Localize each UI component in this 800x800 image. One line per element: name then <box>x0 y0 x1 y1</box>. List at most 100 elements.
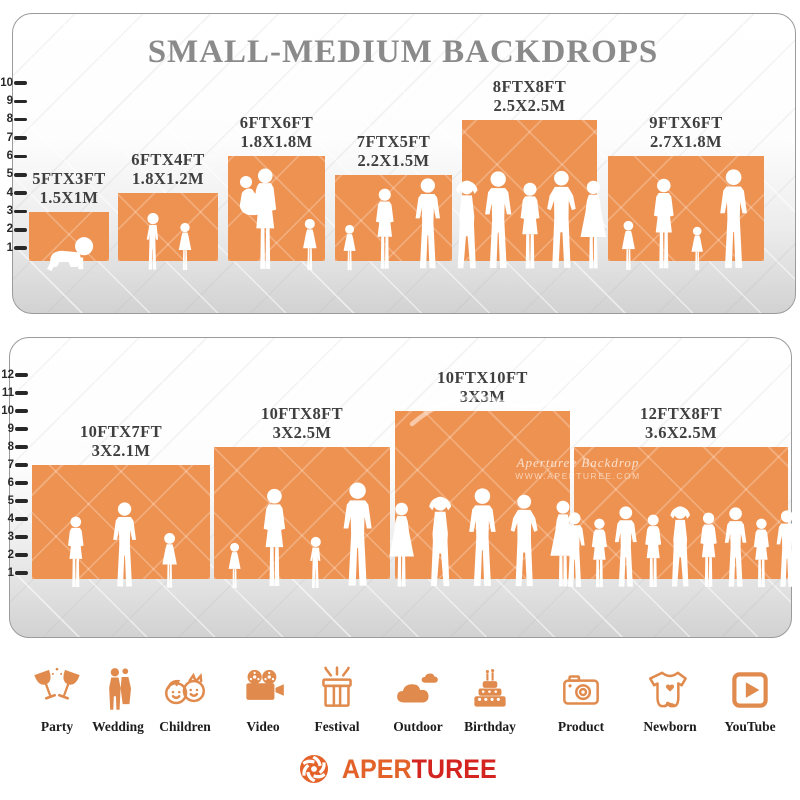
backdrop-size-label: 6FTX6FT 1.8X1.8M <box>187 113 367 151</box>
person-silhouette-man <box>713 169 754 272</box>
ruler-number: 3 <box>7 530 14 543</box>
watermark-url-text: WWW.APERTUREE.COM <box>515 471 641 481</box>
person-silhouette-man <box>462 488 503 590</box>
brand-name: APERTUREE <box>342 754 497 785</box>
person-silhouette-baby <box>42 234 96 272</box>
ruler-tick <box>14 81 27 85</box>
ruler-tick <box>14 154 27 159</box>
ruler-tick <box>14 191 27 195</box>
children-icon <box>160 664 210 716</box>
backdrop-size-label: 9FTX6FT 2.7X1.8M <box>596 113 776 151</box>
backdrop-bar <box>118 193 218 261</box>
backdrop-size-ft: 10FTX10FT <box>437 368 528 387</box>
person-silhouette-boy <box>305 536 327 590</box>
silhouette-group <box>21 234 117 272</box>
ruler-number: 5 <box>6 168 13 181</box>
backdrop-bar <box>395 411 570 579</box>
category-item-birthday: Birthday <box>451 664 529 735</box>
ruler-number: 9 <box>6 94 13 107</box>
ruler-number: 6 <box>6 149 13 162</box>
ruler-number: 10 <box>0 76 13 89</box>
backdrop-size-m: 1.8X1.8M <box>240 132 313 151</box>
person-silhouette-man <box>771 510 800 590</box>
person-silhouette-woman <box>645 178 683 272</box>
category-item-youtube: YouTube <box>711 664 789 735</box>
person-silhouette-woman-dress <box>384 502 419 590</box>
backdrop-size-ft: 5FTX3FT <box>32 169 106 188</box>
category-label: Product <box>557 719 605 734</box>
person-silhouette-woman <box>368 188 402 272</box>
backdrop-size-m: 3.6X2.5M <box>645 423 717 442</box>
person-silhouette-girl <box>158 532 181 590</box>
ruler-tick <box>14 99 27 104</box>
youtube-icon <box>725 664 775 716</box>
silhouette-group <box>327 178 460 272</box>
person-silhouette-man-arms-up <box>421 494 459 590</box>
category-item-party: Party <box>18 664 96 735</box>
ruler-number: 2 <box>7 548 14 561</box>
ruler-tick <box>15 535 28 539</box>
person-silhouette-girl <box>175 222 195 272</box>
backdrop-size-label: 7FTX5FT 2.2X1.5M <box>304 132 484 170</box>
ruler-number: 7 <box>6 131 13 144</box>
backdrop-size-m: 2.7X1.8M <box>650 132 722 151</box>
backdrop-size-label: 5FTX3FT 1.5X1M <box>0 169 159 207</box>
aperture-logo-icon <box>297 752 331 786</box>
backdrop-size-m: 2.2X1.5M <box>357 151 430 170</box>
backdrop-size-ft: 10FTX8FT <box>260 404 344 423</box>
person-silhouette-woman <box>254 488 295 590</box>
silhouette-group <box>600 169 772 272</box>
brand-name-part2: TUREE <box>411 753 497 784</box>
silhouette-group <box>566 504 796 590</box>
silhouette-group <box>24 502 218 590</box>
watermark-brand-text: Aperturee Backdrop <box>516 455 640 470</box>
silhouette-group <box>220 168 333 272</box>
silhouette-group <box>387 488 578 590</box>
ruler-tick <box>14 117 27 122</box>
ruler-tick <box>14 172 27 177</box>
person-silhouette-woman <box>61 516 91 590</box>
backdrop-size-ft: 9FTX6FT <box>649 113 723 132</box>
person-silhouette-man <box>409 178 447 272</box>
wedding-icon <box>93 664 143 716</box>
backdrop-size-label: 8FTX8FT 2.5X2.5M <box>440 77 620 115</box>
category-label: Wedding <box>92 719 144 734</box>
ruler-number: 8 <box>6 113 13 126</box>
ruler-tick <box>15 517 28 521</box>
ruler-number: 4 <box>6 186 13 199</box>
page-title: SMALL-MEDIUM BACKDROPS <box>147 34 659 70</box>
ruler-tick <box>15 481 28 485</box>
ruler-number: 8 <box>7 440 14 453</box>
backdrop-size-label: 12FTX8FT 3.6X2.5M <box>591 404 771 442</box>
ruler-number: 3 <box>6 204 13 217</box>
newborn-icon <box>645 664 695 716</box>
category-label: YouTube <box>724 719 776 734</box>
ruler-number: 11 <box>1 386 14 399</box>
ruler-tick <box>15 445 28 449</box>
backdrop-size-ft: 12FTX8FT <box>639 404 723 423</box>
ruler-tick <box>14 246 27 250</box>
backdrop-size-m: 1.8X1.2M <box>132 169 204 188</box>
person-silhouette-man-hands-on-hips <box>505 494 543 590</box>
person-silhouette-boy <box>141 212 165 272</box>
birthday-icon <box>465 664 515 716</box>
ruler-number: 1 <box>7 566 14 579</box>
person-silhouette-girl <box>225 542 244 590</box>
person-silhouette-girl <box>618 220 639 272</box>
person-silhouette-woman-carrying-child <box>233 168 287 272</box>
ruler-tick <box>15 499 28 503</box>
ruler-tick <box>15 391 28 395</box>
backdrop-size-label: 10FTX7FT 3X2.1M <box>31 422 211 460</box>
person-silhouette-man <box>107 502 142 590</box>
person-silhouette-girl <box>688 226 706 272</box>
category-item-video: Video <box>224 664 302 735</box>
brand-logo: APERTUREE <box>0 752 800 786</box>
backdrop-size-ft: 7FTX5FT <box>356 132 431 151</box>
ruler-number: 1 <box>6 241 13 254</box>
backdrop-size-ft: 6FTX6FT <box>239 113 314 132</box>
person-silhouette-girl <box>340 224 359 272</box>
video-icon <box>238 664 288 716</box>
ruler-tick <box>15 463 28 467</box>
silhouette-group <box>454 170 605 272</box>
